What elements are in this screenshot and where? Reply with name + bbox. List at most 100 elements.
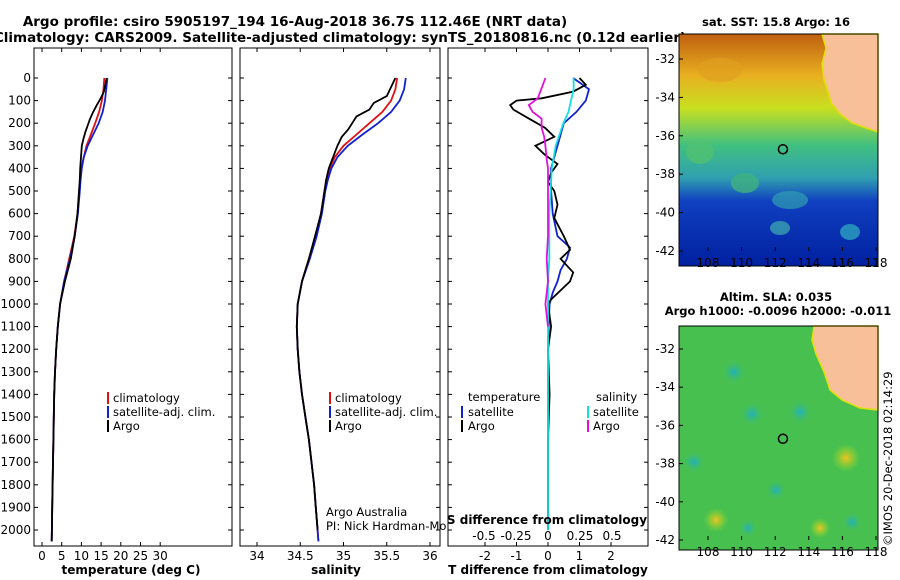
map-x-tick-label: 118 bbox=[865, 256, 888, 270]
map-y-tick-label: -34 bbox=[655, 90, 675, 104]
legend-label-s-satellite: satellite bbox=[593, 405, 639, 419]
salinity-y-ticks bbox=[240, 77, 440, 531]
series-salinity-argo bbox=[527, 77, 549, 327]
legend-title-temperature: temperature bbox=[468, 390, 540, 404]
depth-tick-label: 1300 bbox=[0, 365, 31, 379]
sst-map-ticks: 108 110 112 114 116 118 -32 -34 -36 -38 -40 -42 bbox=[655, 52, 887, 270]
legend-label-s-argo: Argo bbox=[593, 419, 620, 433]
map-y-tick-label: -36 bbox=[655, 418, 675, 432]
legend-label-climatology: climatology bbox=[113, 391, 180, 405]
map-x-tick-label: 114 bbox=[797, 545, 820, 559]
depth-tick-label: 200 bbox=[8, 116, 31, 130]
depth-tick-label: 300 bbox=[8, 139, 31, 153]
legend-label-satellite: satellite-adj. clim. bbox=[113, 405, 215, 419]
x-tick-label: 34 bbox=[249, 549, 264, 563]
map-y-tick-label: -32 bbox=[655, 52, 675, 66]
depth-tick-label: 600 bbox=[8, 207, 31, 221]
x-tick-label: 30 bbox=[153, 549, 168, 563]
x-tick-label: 10 bbox=[74, 549, 89, 563]
sla-map-frame bbox=[678, 325, 879, 551]
map-x-tick-label: 108 bbox=[697, 256, 720, 270]
depth-tick-label: 1800 bbox=[0, 478, 31, 492]
salinity-diff-legend: salinity satellite Argo bbox=[587, 390, 639, 433]
sst-map-title: sat. SST: 15.8 Argo: 16 bbox=[702, 15, 850, 29]
depth-tick-label: 400 bbox=[8, 161, 31, 175]
temperature-panel: 0100200300400500600700800900100011001200… bbox=[0, 47, 233, 577]
salinity-axes bbox=[239, 47, 441, 547]
sla-texture bbox=[683, 360, 862, 538]
x-tick-label: 36 bbox=[422, 549, 437, 563]
legend-label-t-argo: Argo bbox=[468, 419, 495, 433]
sla-map: Altim. SLA: 0.035 Argo h1000: -0.0096 h2… bbox=[655, 290, 891, 559]
x-tick-label: 5 bbox=[58, 549, 66, 563]
depth-tick-label: 1600 bbox=[0, 433, 31, 447]
depth-tick-label: 500 bbox=[8, 184, 31, 198]
depth-tick-label: 1100 bbox=[0, 320, 31, 334]
salinity-panel: 34 34.5 35 35.5 36 salinity climatology sate… bbox=[239, 47, 488, 577]
map-y-tick-label: -38 bbox=[655, 167, 675, 181]
x-tick-label: 34.5 bbox=[287, 549, 314, 563]
imos-credit: ©IMOS 20-Dec-2018 02:14:29 bbox=[881, 371, 895, 546]
t-difference-axis-label: T difference from climatology bbox=[448, 563, 648, 577]
series-salinity-satellite bbox=[547, 78, 575, 530]
x-tick-label: 35.5 bbox=[373, 549, 400, 563]
temperature-axes bbox=[33, 47, 233, 547]
sst-map-frame bbox=[678, 33, 879, 267]
temperature-profiles bbox=[50, 77, 109, 542]
legend-title-salinity: salinity bbox=[596, 390, 637, 404]
map-y-tick-label: -42 bbox=[655, 244, 675, 258]
depth-tick-label: 1500 bbox=[0, 410, 31, 424]
salinity-axis-label: salinity bbox=[311, 563, 361, 577]
salinity-profiles bbox=[295, 77, 407, 542]
sla-map-title-1: Altim. SLA: 0.035 bbox=[720, 290, 832, 304]
legend-label-t-satellite: satellite bbox=[468, 405, 514, 419]
depth-tick-label: 0 bbox=[23, 71, 31, 85]
depth-tick-label: 1700 bbox=[0, 455, 31, 469]
map-x-tick-label: 112 bbox=[764, 256, 787, 270]
temperature-x-ticks: 0 5 10 15 20 25 30 bbox=[38, 48, 168, 563]
map-x-tick-label: 116 bbox=[831, 256, 854, 270]
map-x-tick-label: 114 bbox=[797, 256, 820, 270]
map-y-tick-label: -42 bbox=[655, 533, 675, 547]
depth-tick-label: 1000 bbox=[0, 297, 31, 311]
sst-texture bbox=[686, 58, 860, 240]
legend-label-argo: Argo bbox=[335, 419, 362, 433]
map-y-tick-label: -40 bbox=[655, 495, 675, 509]
x-tick-label: 15 bbox=[93, 549, 108, 563]
title-line-2: Climatology: CARS2009. Satellite-adjuste… bbox=[0, 30, 686, 46]
map-x-tick-label: 118 bbox=[865, 545, 888, 559]
depth-tick-label: 900 bbox=[8, 274, 31, 288]
depth-tick-label: 1200 bbox=[0, 342, 31, 356]
x-tick-label-s: -0.5 bbox=[472, 529, 495, 543]
depth-tick-label: 100 bbox=[8, 94, 31, 108]
map-y-tick-label: -34 bbox=[655, 380, 675, 394]
salinity-x-ticks: 34 34.5 35 35.5 36 bbox=[249, 48, 438, 563]
x-tick-label-s: 0.25 bbox=[567, 529, 594, 543]
x-tick-label: 20 bbox=[113, 549, 128, 563]
x-tick-label: 0 bbox=[544, 549, 552, 563]
sla-float-marker bbox=[777, 433, 789, 445]
difference-x-ticks: -2 -1 0 1 2 -0.5 -0.25 0 0.25 0.5 bbox=[472, 48, 622, 563]
credit-argo-australia: Argo Australia bbox=[326, 505, 407, 519]
series-temperature-argo bbox=[508, 77, 588, 530]
difference-y-ticks bbox=[448, 77, 648, 531]
x-tick-label-s: -0.25 bbox=[500, 529, 531, 543]
sst-map: sat. SST: 15.8 Argo: 16 108 110 112 114 116 1… bbox=[655, 15, 887, 270]
temperature-axis-label: temperature (deg C) bbox=[62, 563, 201, 577]
x-tick-label: 1 bbox=[576, 549, 584, 563]
x-tick-label: 25 bbox=[133, 549, 148, 563]
map-y-tick-label: -32 bbox=[655, 342, 675, 356]
difference-profiles bbox=[508, 77, 591, 530]
depth-tick-label: 800 bbox=[8, 252, 31, 266]
depth-tick-label: 1900 bbox=[0, 500, 31, 514]
legend-label-argo: Argo bbox=[113, 419, 140, 433]
series-argo bbox=[50, 77, 108, 542]
x-tick-label: 0 bbox=[38, 549, 46, 563]
depth-tick-label: 2000 bbox=[0, 523, 31, 537]
sla-map-title-2: Argo h1000: -0.0096 h2000: -0.011 bbox=[665, 304, 892, 318]
map-x-tick-label: 108 bbox=[697, 545, 720, 559]
map-y-tick-label: -38 bbox=[655, 457, 675, 471]
x-tick-label: -2 bbox=[479, 549, 491, 563]
depth-tick-label: 700 bbox=[8, 229, 31, 243]
